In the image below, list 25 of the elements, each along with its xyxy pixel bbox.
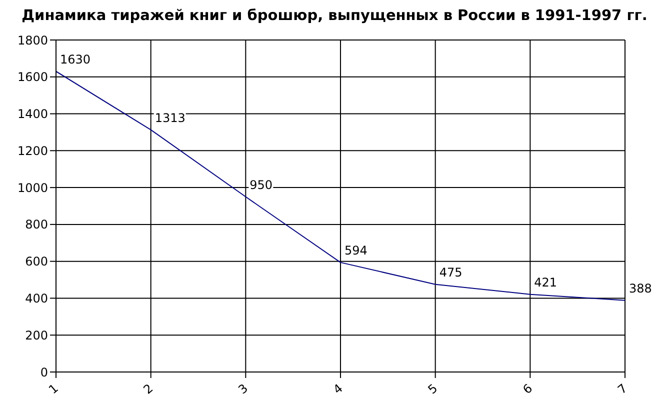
data-label: 1313 — [154, 110, 186, 125]
data-label: 594 — [344, 243, 368, 258]
y-tick-label: 200 — [25, 328, 48, 342]
y-tick-label: 1600 — [17, 70, 48, 84]
x-tick-label: 6 — [520, 381, 536, 397]
x-tick-label: 1 — [46, 381, 61, 397]
y-tick-label: 1200 — [17, 144, 48, 158]
x-tick-label: 3 — [236, 381, 251, 397]
y-tick-label: 0 — [40, 365, 48, 380]
data-label: 950 — [250, 178, 273, 192]
y-tick-label: 600 — [25, 254, 48, 269]
y-tick-label: 1000 — [17, 180, 48, 195]
x-tick-label: 4 — [330, 381, 346, 397]
y-tick-label: 400 — [25, 291, 48, 306]
chart-title: Динамика тиражей книг и брошюр, выпущенных в России в 1991-1997 гг. — [20, 8, 648, 26]
data-label: 388 — [629, 281, 652, 296]
data-label: 475 — [439, 265, 462, 280]
x-tick-label: 2 — [140, 381, 156, 397]
x-tick-label: 7 — [615, 381, 630, 397]
x-tick-label: 5 — [425, 381, 440, 397]
y-tick-label: 800 — [25, 218, 48, 232]
data-label: 1630 — [60, 52, 91, 66]
data-label: 421 — [534, 275, 558, 290]
y-tick-label: 1800 — [17, 33, 48, 48]
y-tick-label: 1400 — [17, 107, 48, 122]
